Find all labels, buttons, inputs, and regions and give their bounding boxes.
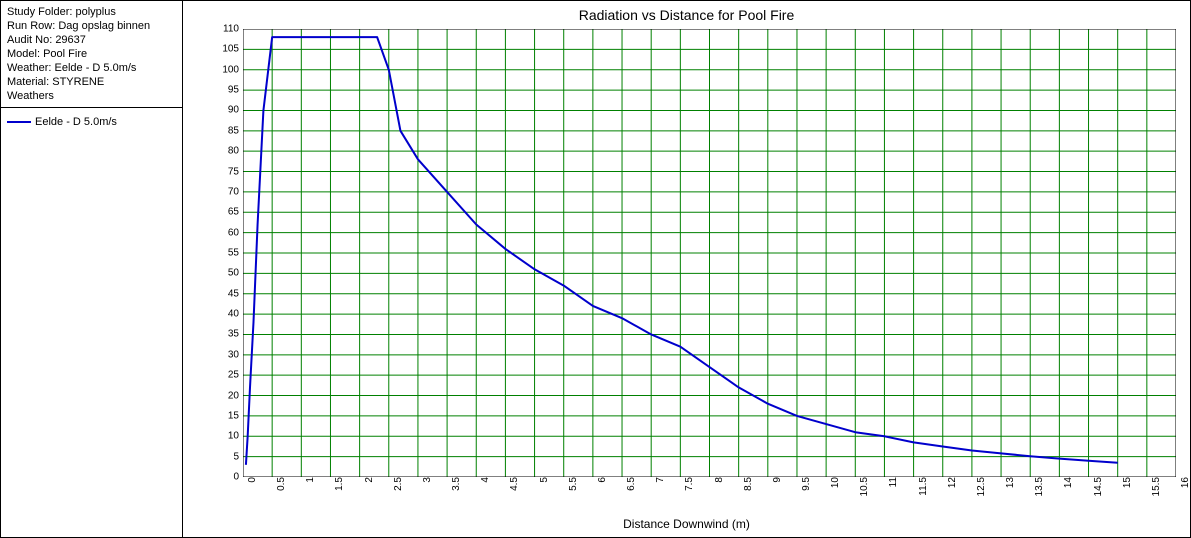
x-tick: 6.5 bbox=[622, 477, 637, 491]
y-tick: 85 bbox=[228, 125, 243, 136]
x-tick: 6 bbox=[593, 477, 608, 483]
x-tick: 9.5 bbox=[797, 477, 812, 491]
x-tick: 3.5 bbox=[447, 477, 462, 491]
chart-title: Radiation vs Distance for Pool Fire bbox=[183, 7, 1190, 23]
x-tick: 15.5 bbox=[1147, 477, 1162, 496]
x-tick: 10 bbox=[826, 477, 841, 488]
x-tick: 5.5 bbox=[564, 477, 579, 491]
metadata-box: Study Folder: polyplus Run Row: Dag opsl… bbox=[1, 1, 182, 108]
x-tick: 1.5 bbox=[330, 477, 345, 491]
x-tick: 8.5 bbox=[739, 477, 754, 491]
sidebar: Study Folder: polyplus Run Row: Dag opsl… bbox=[1, 1, 183, 537]
x-tick: 0 bbox=[243, 477, 258, 483]
meta-material: Material: STYRENE bbox=[7, 75, 176, 89]
x-tick: 5 bbox=[535, 477, 550, 483]
x-tick: 14.5 bbox=[1089, 477, 1104, 496]
legend-label: Eelde - D 5.0m/s bbox=[35, 116, 117, 128]
y-tick: 0 bbox=[233, 472, 243, 483]
meta-run-row: Run Row: Dag opslag binnen bbox=[7, 19, 176, 33]
x-tick: 12 bbox=[943, 477, 958, 488]
y-tick: 20 bbox=[228, 390, 243, 401]
x-tick: 11 bbox=[884, 477, 899, 487]
y-tick: 30 bbox=[228, 349, 243, 360]
x-tick: 0.5 bbox=[272, 477, 287, 491]
x-tick: 11.5 bbox=[914, 477, 929, 496]
meta-study-folder: Study Folder: polyplus bbox=[7, 5, 176, 19]
y-tick: 35 bbox=[228, 329, 243, 340]
y-tick: 105 bbox=[222, 44, 243, 55]
meta-weather: Weather: Eelde - D 5.0m/s bbox=[7, 61, 176, 75]
meta-audit-no: Audit No: 29637 bbox=[7, 33, 176, 47]
x-tick: 13 bbox=[1001, 477, 1016, 488]
y-tick: 80 bbox=[228, 146, 243, 157]
y-tick: 75 bbox=[228, 166, 243, 177]
x-tick: 16 bbox=[1176, 477, 1191, 488]
legend: Eelde - D 5.0m/s bbox=[1, 108, 182, 136]
x-tick: 4 bbox=[476, 477, 491, 483]
x-tick: 14 bbox=[1059, 477, 1074, 488]
x-tick: 12.5 bbox=[972, 477, 987, 496]
meta-extra: Weathers bbox=[7, 89, 176, 103]
x-tick: 4.5 bbox=[505, 477, 520, 491]
y-tick: 25 bbox=[228, 370, 243, 381]
x-tick: 3 bbox=[418, 477, 433, 483]
y-tick: 10 bbox=[228, 431, 243, 442]
y-tick: 90 bbox=[228, 105, 243, 116]
x-tick: 2 bbox=[360, 477, 375, 483]
x-tick: 2.5 bbox=[389, 477, 404, 491]
x-tick: 9 bbox=[768, 477, 783, 483]
legend-swatch bbox=[7, 121, 31, 123]
y-tick: 5 bbox=[233, 451, 243, 462]
x-tick: 7 bbox=[651, 477, 666, 483]
y-tick: 55 bbox=[228, 248, 243, 259]
meta-model: Model: Pool Fire bbox=[7, 47, 176, 61]
y-tick: 95 bbox=[228, 85, 243, 96]
y-tick: 15 bbox=[228, 410, 243, 421]
x-tick: 10.5 bbox=[855, 477, 870, 496]
y-tick: 110 bbox=[223, 24, 243, 35]
plot: 0510152025303540455055606570758085909510… bbox=[243, 29, 1176, 477]
x-axis-label: Distance Downwind (m) bbox=[183, 517, 1190, 531]
y-tick: 45 bbox=[228, 288, 243, 299]
y-tick: 65 bbox=[228, 207, 243, 218]
plot-svg bbox=[243, 29, 1176, 477]
chart-area: Radiation vs Distance for Pool Fire Radi… bbox=[183, 1, 1190, 537]
x-tick: 7.5 bbox=[680, 477, 695, 491]
x-tick: 1 bbox=[301, 477, 316, 483]
x-tick: 13.5 bbox=[1030, 477, 1045, 496]
x-tick: 8 bbox=[710, 477, 725, 483]
x-tick: 15 bbox=[1118, 477, 1133, 488]
y-tick: 60 bbox=[228, 227, 243, 238]
y-tick: 50 bbox=[228, 268, 243, 279]
y-tick: 70 bbox=[228, 186, 243, 197]
y-tick: 100 bbox=[222, 64, 243, 75]
y-tick: 40 bbox=[228, 309, 243, 320]
